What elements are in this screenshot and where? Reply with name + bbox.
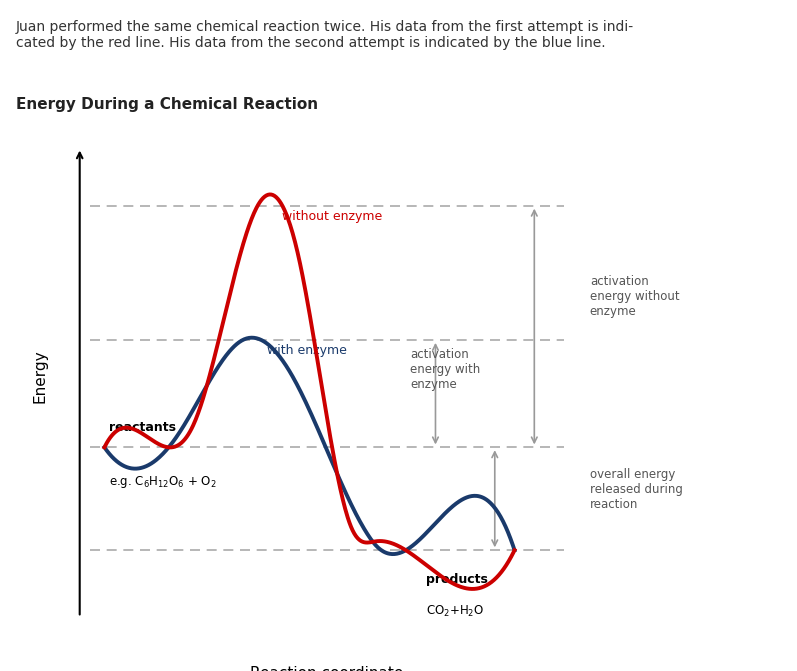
Text: with enzyme: with enzyme: [268, 344, 347, 358]
Text: overall energy
released during
reaction: overall energy released during reaction: [590, 468, 683, 511]
Text: e.g. C$_6$H$_{12}$O$_6$ + O$_2$: e.g. C$_6$H$_{12}$O$_6$ + O$_2$: [109, 474, 217, 491]
Text: reactants: reactants: [109, 421, 176, 434]
Text: products: products: [426, 572, 488, 586]
Text: without enzyme: without enzyme: [282, 210, 383, 223]
Text: Juan performed the same chemical reaction twice. His data from the first attempt: Juan performed the same chemical reactio…: [16, 20, 634, 50]
Text: Energy: Energy: [33, 349, 48, 403]
Text: Reaction coordinate: Reaction coordinate: [250, 666, 403, 671]
Text: Energy During a Chemical Reaction: Energy During a Chemical Reaction: [16, 97, 318, 112]
Text: CO$_2$+H$_2$O: CO$_2$+H$_2$O: [426, 604, 484, 619]
Text: activation
energy without
enzyme: activation energy without enzyme: [590, 275, 679, 318]
Text: activation
energy with
enzyme: activation energy with enzyme: [410, 348, 481, 391]
